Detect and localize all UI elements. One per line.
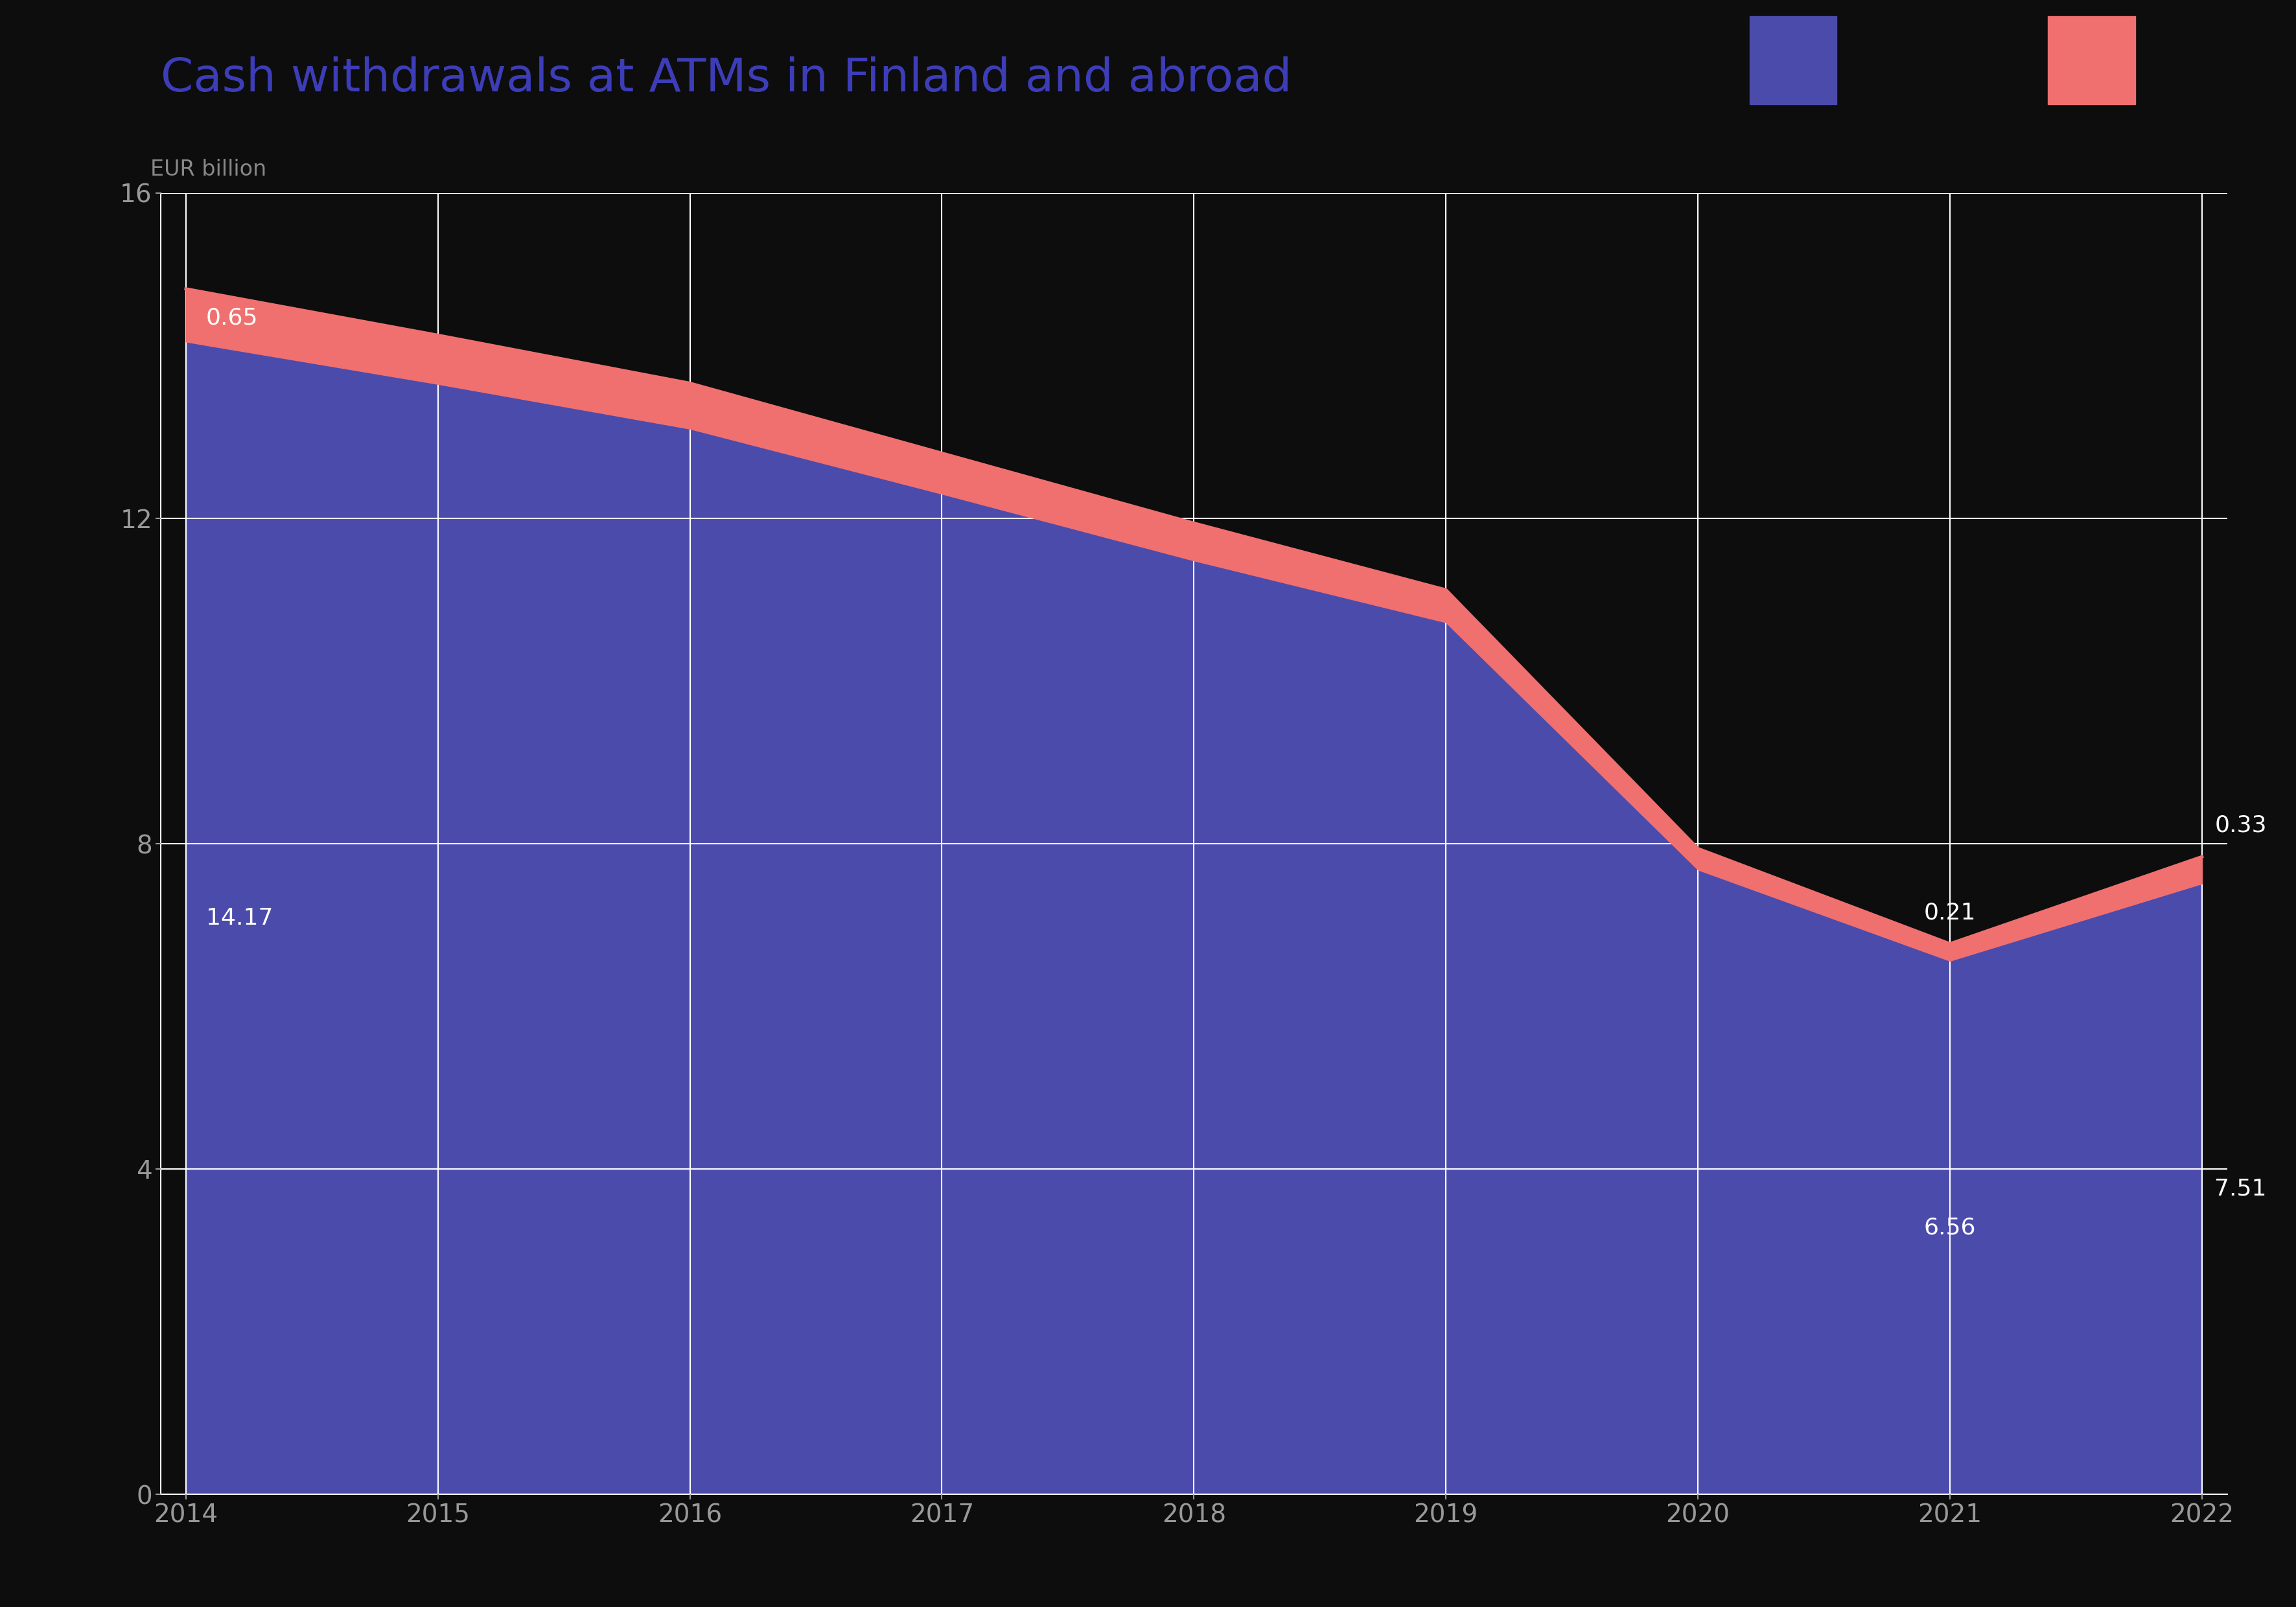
Text: 0.33: 0.33 xyxy=(2216,815,2266,836)
Text: Cash withdrawals at ATMs in Finland and abroad: Cash withdrawals at ATMs in Finland and … xyxy=(161,56,1293,101)
Text: 0.65: 0.65 xyxy=(207,307,257,329)
Text: 6.56: 6.56 xyxy=(1924,1216,1977,1239)
Text: 14.17: 14.17 xyxy=(207,906,273,929)
Text: 0.21: 0.21 xyxy=(1924,902,1977,924)
Text: 7.51: 7.51 xyxy=(2216,1178,2266,1200)
Text: EUR billion: EUR billion xyxy=(152,159,266,180)
